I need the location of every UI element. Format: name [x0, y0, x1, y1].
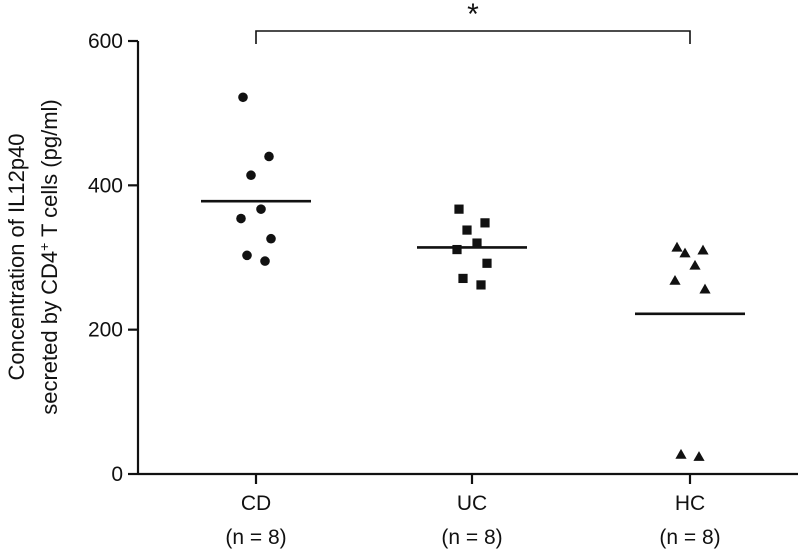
- cd-point: [256, 204, 266, 214]
- data-points: [236, 92, 711, 461]
- x-n-label: (n = 8): [225, 526, 286, 549]
- uc-point: [452, 244, 462, 255]
- mean-lines: [201, 199, 745, 316]
- hc-point: [699, 283, 711, 294]
- y-axis: 0 200 400 600: [88, 30, 140, 486]
- uc-point: [458, 273, 468, 284]
- significance-bracket: *: [255, 0, 691, 44]
- x-category-label: UC: [457, 492, 487, 515]
- y-tick-label: 600: [88, 30, 123, 53]
- y-tick-label: 0: [111, 463, 123, 486]
- cd-point: [238, 92, 248, 103]
- y-tick-label: 400: [88, 174, 123, 197]
- uc-point: [472, 238, 482, 248]
- uc-point: [480, 218, 490, 228]
- uc-point: [462, 225, 472, 235]
- bracket-line: [255, 30, 691, 44]
- hc-point: [689, 259, 701, 270]
- hc-point: [669, 274, 681, 285]
- cd-point: [264, 151, 274, 162]
- x-axis: CD (n = 8) UC (n = 8) HC (n = 8): [138, 472, 798, 549]
- hc-point: [693, 451, 705, 461]
- significance-star: *: [467, 0, 479, 31]
- cd-point: [242, 250, 252, 261]
- cd-point: [236, 213, 246, 224]
- x-category-label: HC: [675, 492, 705, 515]
- uc-point: [454, 204, 464, 214]
- cd-point: [246, 170, 256, 181]
- hc-point: [671, 241, 683, 252]
- hc-point: [675, 448, 687, 459]
- cd-point: [266, 233, 276, 244]
- y-axis-label-line1: Concentration of IL12p40: [4, 133, 29, 380]
- uc-point: [482, 258, 492, 268]
- uc-point: [476, 280, 486, 290]
- x-n-label: (n = 8): [659, 526, 720, 549]
- cd-point: [260, 256, 270, 266]
- x-category-label: CD: [241, 492, 271, 515]
- x-n-label: (n = 8): [441, 526, 502, 549]
- y-tick-label: 200: [88, 319, 123, 342]
- y-axis-label-line2: secreted by CD4+ T cells (pg/ml): [36, 99, 62, 415]
- hc-point: [679, 247, 691, 258]
- hc-point: [697, 244, 709, 255]
